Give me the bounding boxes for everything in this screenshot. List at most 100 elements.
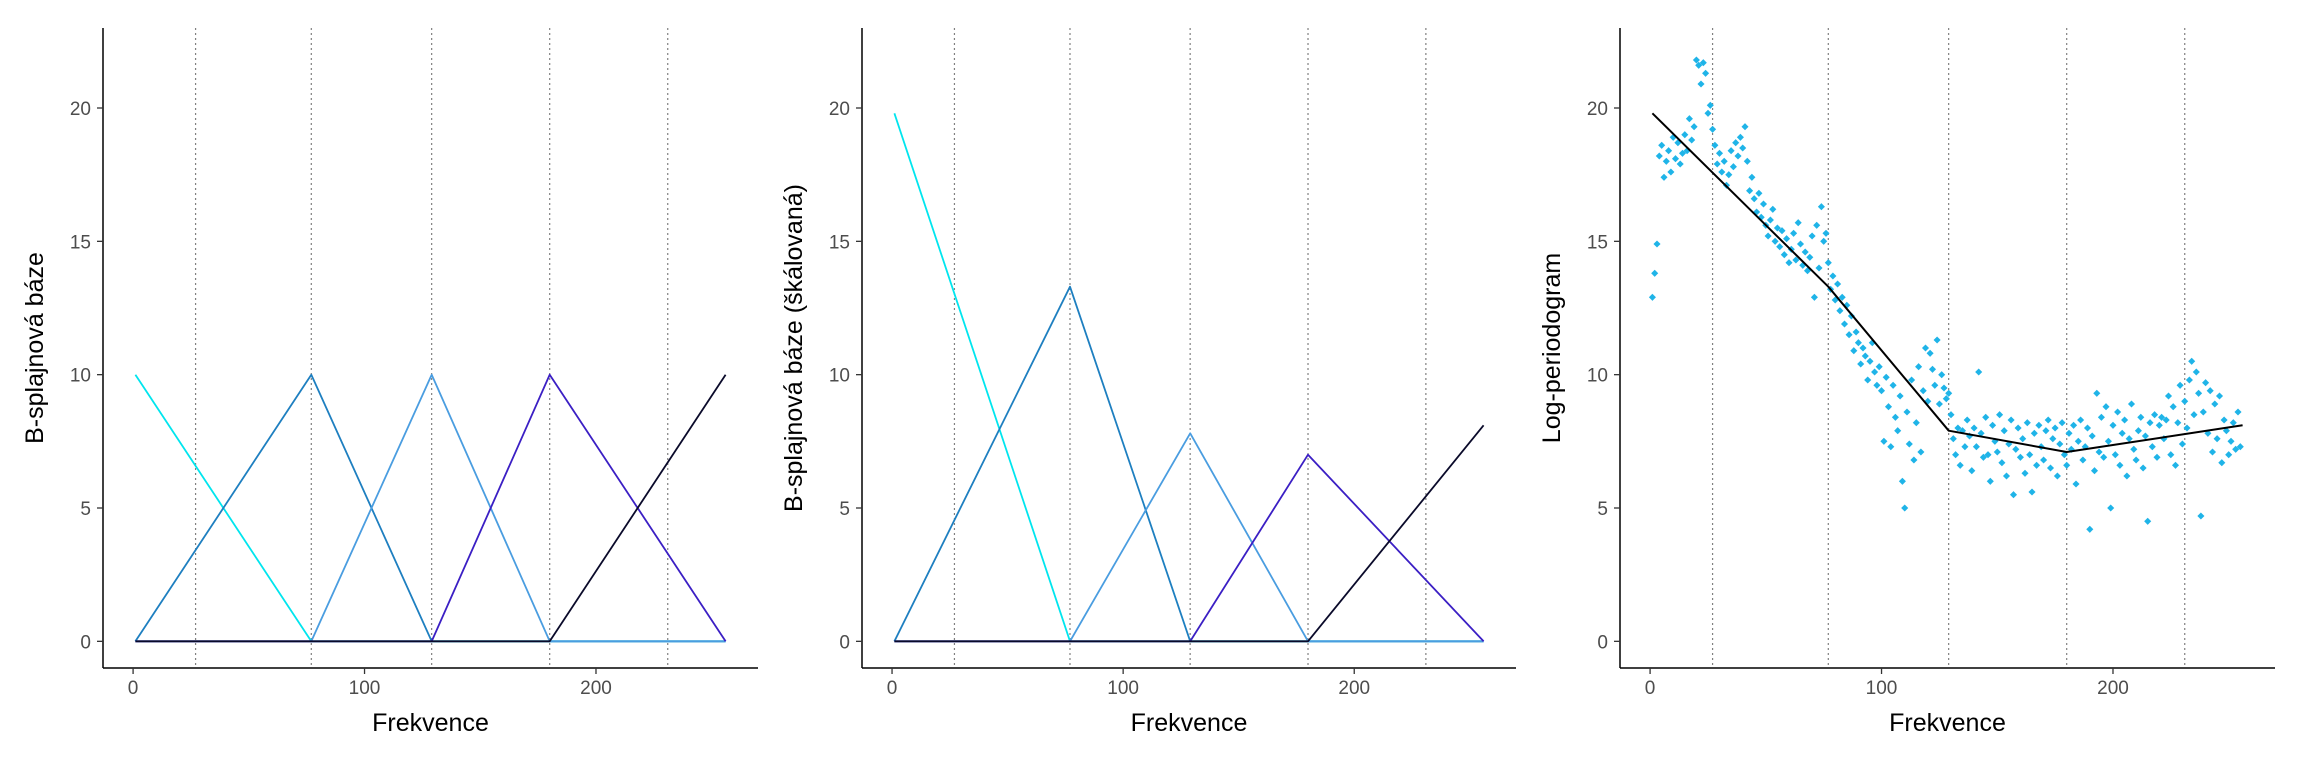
scatter-point	[2077, 416, 2085, 424]
scatter-point	[1741, 123, 1749, 131]
x-tick-label: 200	[1338, 678, 1370, 699]
scatter-point	[1845, 331, 1853, 339]
scatter-point	[1940, 384, 1948, 392]
scatter-point	[1759, 200, 1768, 208]
scatter-point	[2132, 456, 2140, 464]
scatter-point	[2121, 416, 2129, 424]
scatter-point	[1956, 461, 1964, 469]
scatter-point	[1884, 403, 1893, 411]
x-tick-label: 200	[580, 678, 612, 699]
scatter-point	[2206, 387, 2214, 395]
y-tick-label: 0	[1597, 632, 1608, 653]
scatter-point	[1938, 371, 1946, 379]
scatter-point	[1873, 381, 1881, 389]
scatter-point	[1734, 152, 1742, 160]
scatter-point	[1864, 376, 1872, 384]
scatter-point	[1729, 163, 1737, 171]
scatter-point	[2229, 419, 2237, 427]
scatter-point	[1931, 381, 1939, 389]
y-tick-label: 10	[1587, 366, 1608, 387]
scatter-point	[2014, 424, 2022, 432]
scatter-point	[2086, 525, 2094, 533]
scatter-point	[2185, 376, 2193, 384]
scatter-point	[1790, 229, 1798, 237]
scatter-point	[1829, 272, 1837, 280]
scatter-point	[1736, 133, 1744, 141]
scatter-point	[2111, 451, 2119, 459]
scatter-point	[2002, 472, 2011, 480]
scatter-point	[2044, 416, 2052, 424]
scatter-point	[1836, 307, 1844, 315]
x-axis-title: Frekvence	[1889, 709, 2006, 737]
scatter-point	[2195, 389, 2203, 397]
scatter-point	[1662, 157, 1670, 165]
y-tick-label: 15	[1587, 232, 1608, 253]
scatter-point	[1972, 443, 1980, 451]
scatter-point	[2053, 472, 2061, 480]
scatter-point	[1871, 368, 1879, 376]
scatter-point	[2023, 419, 2031, 427]
scatter-point	[1715, 149, 1724, 157]
scatter-point	[2093, 389, 2101, 397]
scatter-point	[1706, 101, 1714, 109]
scatter-point	[1697, 80, 1705, 88]
x-axis-title: Frekvence	[1131, 709, 1248, 737]
x-tick-label: 0	[887, 678, 898, 699]
scatter-point	[2176, 381, 2184, 389]
scatter-point	[2183, 424, 2191, 432]
scatter-point	[1732, 139, 1740, 147]
scatter-point	[2127, 400, 2136, 408]
scatter-point	[2178, 440, 2186, 448]
scatter-point	[1840, 320, 1849, 328]
scatter-point	[2040, 456, 2048, 464]
scatter-point	[2123, 472, 2131, 480]
scatter-point	[1933, 336, 1941, 344]
scatter-point	[1889, 381, 1897, 389]
scatter-point	[2130, 445, 2138, 453]
scatter-point	[1926, 349, 1934, 357]
scatter-point	[1685, 115, 1693, 123]
scatter-point	[1887, 443, 1895, 451]
scatter-point	[1709, 125, 1717, 133]
scatter-point	[1755, 189, 1763, 197]
scatter-point	[1919, 387, 1927, 395]
y-axis-title: Log-periodogram	[1538, 253, 1566, 443]
scatter-point	[1810, 293, 1818, 301]
scatter-point	[2148, 443, 2156, 451]
x-tick-label: 100	[1107, 678, 1139, 699]
scatter-point	[1785, 259, 1793, 267]
scatter-point	[1801, 248, 1809, 256]
scatter-point	[1961, 443, 1969, 451]
scatter-point	[2102, 403, 2110, 411]
scatter-point	[1817, 203, 1825, 211]
scatter-point	[1947, 411, 1955, 419]
scatter-point	[1875, 363, 1883, 371]
scatter-point	[1794, 219, 1802, 227]
scatter-point	[2211, 400, 2219, 408]
scatter-point	[1905, 440, 1913, 448]
y-tick-label: 5	[80, 499, 91, 520]
scatter-point	[1813, 221, 1821, 229]
scatter-point	[2016, 453, 2024, 461]
scatter-point	[1783, 235, 1791, 243]
scatter-point	[2144, 517, 2152, 525]
scatter-point	[1711, 141, 1719, 149]
scatter-point	[1824, 259, 1832, 267]
x-tick-label: 100	[349, 678, 381, 699]
scatter-point	[1891, 413, 1899, 421]
scatter-point	[2021, 469, 2029, 477]
scatter-point	[1771, 237, 1779, 245]
scatter-point	[1820, 237, 1828, 245]
scatter-point	[1903, 408, 1911, 416]
scatter-point	[1720, 157, 1728, 165]
y-axis-title: B-splajnová báze	[21, 252, 49, 444]
scatter-point	[2109, 421, 2117, 429]
scatter-point	[1894, 427, 1902, 435]
scatter-point	[1671, 155, 1680, 163]
scatter-point	[1896, 392, 1904, 400]
scatter-point	[1882, 373, 1890, 381]
scatter-point	[2056, 440, 2064, 448]
x-axis-title: Frekvence	[372, 709, 489, 737]
